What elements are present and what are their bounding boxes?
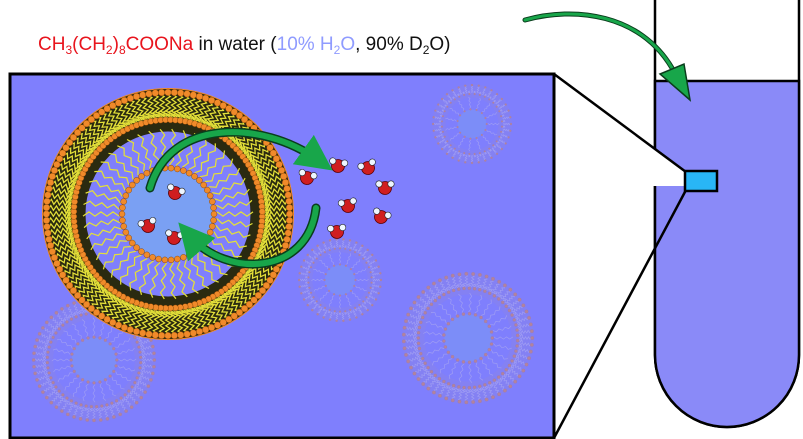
reverse-micelle-icon	[42, 88, 294, 340]
test-tube	[655, 0, 799, 427]
tube-solution	[655, 81, 799, 427]
background-micelle-1	[432, 84, 512, 164]
sample-region-icon	[685, 171, 717, 191]
background-micelle-2	[298, 238, 382, 322]
background-micelle-3	[402, 272, 534, 404]
